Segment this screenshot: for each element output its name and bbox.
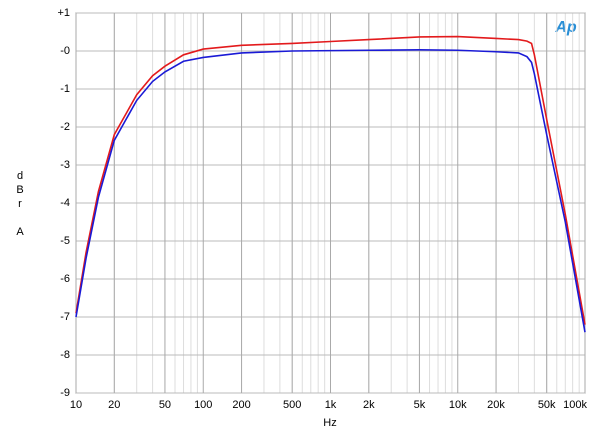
x-tick-label: 500: [283, 399, 301, 411]
y-axis-label: dBr A: [14, 170, 26, 240]
series-line: [75, 49, 586, 333]
x-tick-label: 20k: [487, 399, 505, 411]
y-tick-label: -6: [60, 273, 70, 285]
y-tick-label: -4: [60, 197, 70, 209]
y-tick-label: -8: [60, 349, 70, 361]
series-line: [75, 35, 586, 325]
x-tick-label: 200: [232, 399, 250, 411]
x-tick-label: 100k: [563, 399, 587, 411]
x-tick-label: 50: [159, 399, 171, 411]
x-axis-label: Hz: [323, 417, 336, 429]
x-tick-label: 10: [70, 399, 82, 411]
x-tick-label: 100: [194, 399, 212, 411]
y-tick-label: -3: [60, 159, 70, 171]
y-tick-label: +1: [57, 7, 70, 19]
x-tick-label: 20: [108, 399, 120, 411]
y-tick-label: -2: [60, 121, 70, 133]
x-tick-label: 5k: [414, 399, 426, 411]
y-tick-label: -5: [60, 235, 70, 247]
x-tick-label: 50k: [538, 399, 556, 411]
x-tick-label: 1k: [325, 399, 337, 411]
y-tick-label: -0: [60, 45, 70, 57]
y-tick-label: -9: [60, 387, 70, 399]
x-tick-label: 2k: [363, 399, 375, 411]
x-tick-label: 10k: [449, 399, 467, 411]
y-tick-label: -7: [60, 311, 70, 323]
y-tick-label: -1: [60, 83, 70, 95]
